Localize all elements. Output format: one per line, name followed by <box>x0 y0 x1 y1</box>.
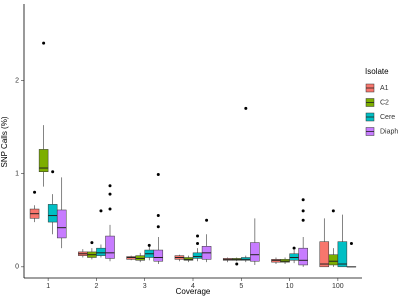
x-tick-label: 100 <box>332 283 344 290</box>
box <box>192 252 203 259</box>
outlier <box>156 225 160 229</box>
outlier <box>42 41 46 45</box>
x-tick-label: 5 <box>239 283 243 290</box>
outlier <box>349 242 353 246</box>
outlier <box>244 106 248 110</box>
outlier <box>90 241 94 245</box>
outlier <box>205 218 209 222</box>
y-tick-label: 2 <box>15 77 19 84</box>
outlier <box>108 192 112 196</box>
legend-title: Isolate <box>365 67 389 76</box>
x-axis-label: Coverage <box>176 287 211 296</box>
outlier <box>99 209 103 213</box>
outlier <box>292 246 296 250</box>
x-tick-label: 2 <box>94 283 98 290</box>
box <box>328 254 339 266</box>
outlier <box>108 207 112 211</box>
legend-label: A1 <box>380 85 389 92</box>
outlier <box>301 209 305 213</box>
outlier <box>51 170 55 174</box>
outlier <box>156 214 160 218</box>
y-axis-label: SNP Calls (%) <box>0 116 9 167</box>
box <box>38 149 49 173</box>
outlier <box>196 242 200 246</box>
x-tick-label: 4 <box>191 283 195 290</box>
box <box>56 209 67 239</box>
outlier <box>33 190 37 194</box>
legend-label: Cere <box>380 114 395 121</box>
box <box>96 247 106 256</box>
legend-label: C2 <box>380 99 389 106</box>
box <box>298 247 308 266</box>
outlier <box>235 262 239 266</box>
outlier <box>156 173 160 177</box>
y-tick-label: 1 <box>15 170 19 177</box>
outlier <box>147 243 151 247</box>
x-tick-label: 3 <box>143 283 147 290</box>
outlier <box>108 184 112 188</box>
outlier <box>331 209 335 213</box>
outlier <box>301 218 305 222</box>
box <box>250 242 260 262</box>
outlier <box>301 198 305 202</box>
legend-label: Diaph <box>380 128 398 135</box>
outlier <box>196 234 200 238</box>
box <box>319 241 330 268</box>
box <box>153 249 164 262</box>
x-tick-label: 1 <box>46 283 50 290</box>
box <box>47 204 58 223</box>
x-tick-label: 10 <box>286 283 294 290</box>
box <box>337 241 348 268</box>
box <box>105 235 115 259</box>
y-tick-label: 0 <box>15 264 19 271</box>
